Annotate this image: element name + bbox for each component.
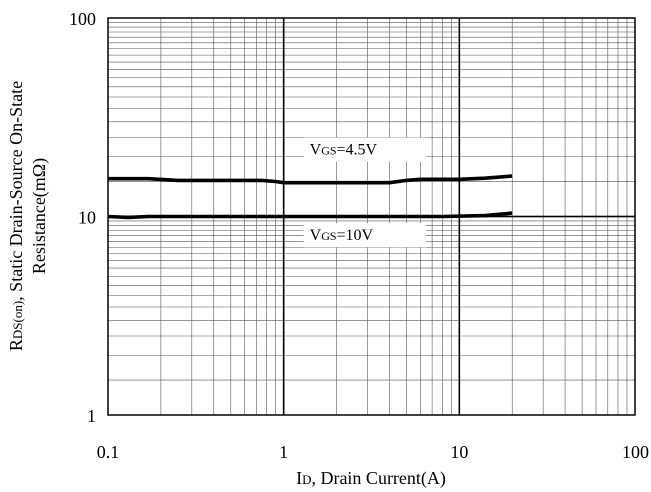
series-label-sub: GS [321, 144, 336, 158]
x-tick-label: 100 [622, 442, 649, 462]
x-tick-label: 10 [450, 442, 468, 462]
x-tick-labels: 0.1 1 10 100 [97, 442, 649, 462]
y-axis-title-line2: Resistance(mΩ) [29, 158, 50, 274]
y-tick-label: 10 [78, 208, 96, 228]
y-axis-title-line1: RDS(on), Static Drain-Source On-State [6, 81, 26, 351]
series-label-rest: =10V [337, 227, 374, 244]
series-label-sub: GS [321, 229, 336, 243]
series-label-rest: =4.5V [337, 142, 378, 159]
y-tick-label: 100 [69, 9, 96, 29]
y-tick-label: 1 [87, 406, 96, 426]
series-label-main: V [310, 142, 322, 159]
series-label-bg-1 [303, 223, 426, 248]
y-tick-labels: 1 10 100 [69, 9, 96, 426]
series-label-main: V [310, 227, 322, 244]
series-layer [107, 174, 513, 220]
x-tick-label: 1 [279, 442, 288, 462]
x-tick-label: 0.1 [97, 442, 120, 462]
series-line-0 [108, 174, 513, 185]
series-label-1: VGS=10V [310, 227, 374, 244]
x-axis-title: ID, Drain Current(A) [296, 468, 446, 489]
series-line-1 [107, 211, 513, 220]
series-label-bg-0 [303, 137, 426, 162]
series-label-0: VGS=4.5V [310, 142, 378, 159]
